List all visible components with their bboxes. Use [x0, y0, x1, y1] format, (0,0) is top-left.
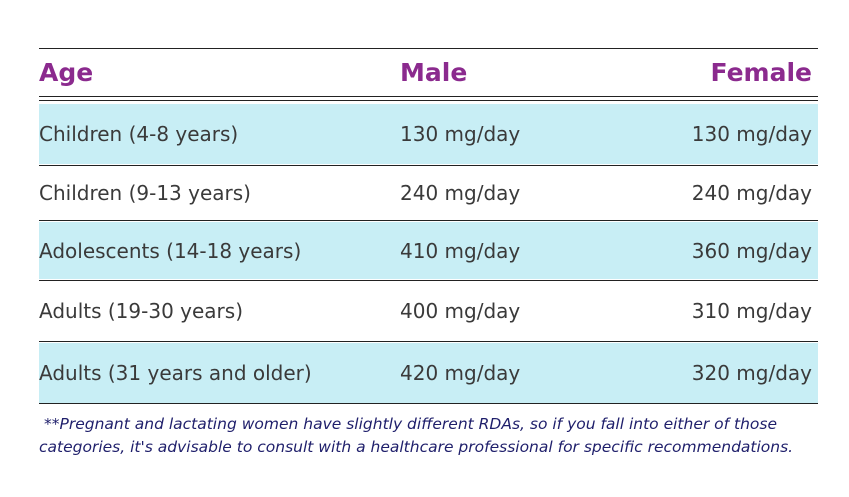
table-cell: 420 mg/day: [400, 361, 521, 385]
footnote-line: **Pregnant and lactating women have slig…: [44, 415, 778, 433]
table-cell: Adolescents (14-18 years): [39, 238, 302, 263]
table-row: Children (9-13 years) 240 mg/day 240 mg/da…: [39, 167, 818, 219]
header-row: Age Male Female: [39, 49, 818, 96]
footnote-line: categories, it's advisable to consult wi…: [39, 438, 794, 456]
table-row: Adults (31 years and older) 420 mg/day 320…: [39, 343, 818, 403]
rule: [39, 220, 818, 221]
table-cell: Children (9-13 years): [39, 181, 251, 205]
rule: [39, 96, 818, 97]
rule: [39, 100, 818, 101]
header-cell: Female: [710, 58, 812, 87]
table-cell: 240 mg/day: [400, 181, 521, 205]
table-cell: Adults (19-30 years): [39, 299, 243, 323]
table-cell: 360 mg/day: [691, 238, 812, 263]
header-cell: Age: [39, 58, 94, 87]
rule: [39, 280, 818, 281]
table-cell: Adults (31 years and older): [39, 361, 312, 385]
rule: [39, 165, 818, 166]
table-cell: 130 mg/day: [691, 122, 812, 146]
rule: [39, 341, 818, 342]
table-row: Adolescents (14-18 years) 410 mg/day 360 m…: [39, 222, 818, 279]
rule: [39, 403, 818, 404]
table-cell: Children (4-8 years): [39, 122, 239, 146]
table-cell: 410 mg/day: [400, 238, 521, 263]
table-cell: 400 mg/day: [400, 299, 521, 323]
table-cell: 310 mg/day: [691, 299, 812, 323]
header-cell: Male: [400, 58, 468, 87]
table-row: Children (4-8 years) 130 mg/day 130 mg/day: [39, 104, 818, 164]
table-cell: 320 mg/day: [691, 361, 812, 385]
rule: [39, 48, 818, 49]
table-row: Adults (19-30 years) 400 mg/day 310 mg/day: [39, 282, 818, 340]
table-cell: 130 mg/day: [400, 122, 521, 146]
table-cell: 240 mg/day: [691, 181, 812, 205]
